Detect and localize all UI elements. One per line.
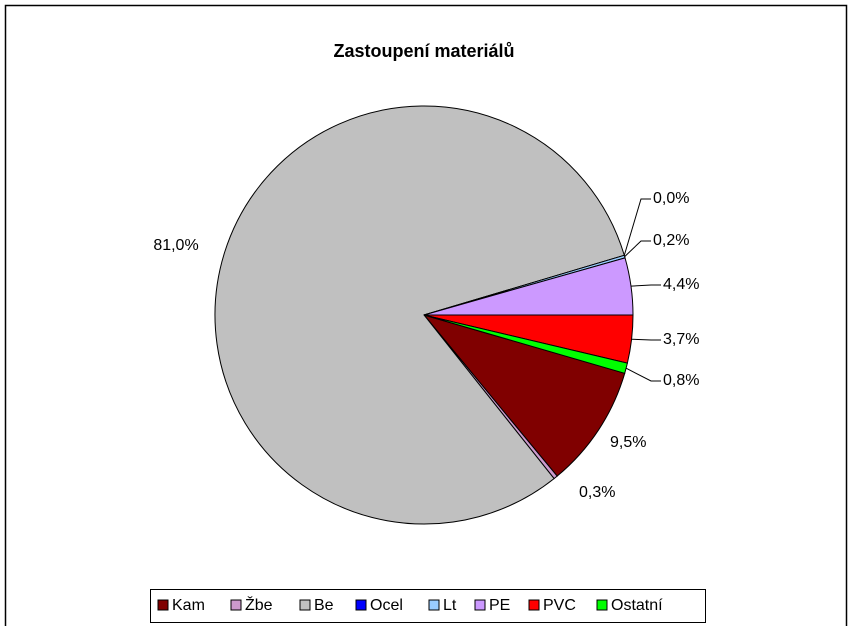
data-label: 0,8% <box>663 372 699 389</box>
legend-label: Žbe <box>245 595 273 614</box>
data-label: 0,3% <box>579 484 615 501</box>
leader-line <box>623 198 651 256</box>
data-label: 3,7% <box>663 331 699 348</box>
leader-line <box>625 367 661 382</box>
leader-line <box>631 338 661 341</box>
legend-swatch <box>230 599 242 611</box>
legend-label: Be <box>314 597 334 614</box>
data-label: 81,0% <box>153 237 198 254</box>
legend-swatch <box>528 599 540 611</box>
legend-swatch <box>355 599 367 611</box>
data-label: 0,0% <box>653 190 689 207</box>
legend-label: Ostatní <box>611 597 663 614</box>
legend-swatch <box>299 599 311 611</box>
pie-slice <box>423 314 628 374</box>
legend-label: Ocel <box>370 597 403 614</box>
legend-label: PE <box>489 597 510 614</box>
chart-title: Zastoupení materiálů <box>333 41 514 61</box>
leader-line <box>630 284 661 287</box>
legend-swatch <box>474 599 486 611</box>
leader-line <box>624 240 651 257</box>
data-label: 9,5% <box>610 434 646 451</box>
data-label: 4,4% <box>663 276 699 293</box>
legend-label: PVC <box>543 597 576 614</box>
legend-swatch <box>157 599 169 611</box>
data-label: 0,2% <box>653 232 689 249</box>
legend-box <box>150 589 706 623</box>
legend-swatch <box>428 599 440 611</box>
legend-label: Lt <box>443 597 457 614</box>
pie-slice <box>214 105 625 525</box>
legend-label: Kam <box>172 597 205 614</box>
legend-swatch <box>596 599 608 611</box>
pie-slice <box>422 314 626 477</box>
